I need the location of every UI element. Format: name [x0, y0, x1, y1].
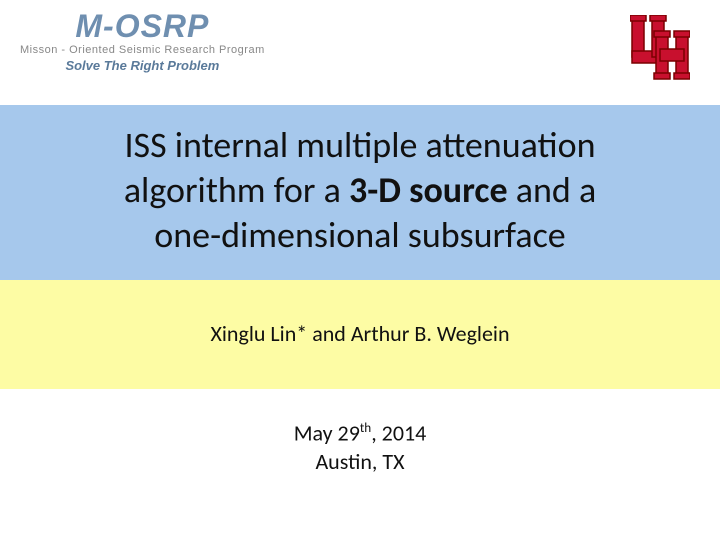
date-post: , 2014: [371, 419, 426, 446]
title-line-2-pre: algorithm for a: [124, 168, 349, 212]
org-tagline-1: Misson - Oriented Seismic Research Progr…: [20, 44, 265, 56]
title-line-1: ISS internal multiple attenuation: [20, 123, 700, 168]
location-text: Austin, TX: [0, 448, 720, 477]
title-band: ISS internal multiple attenuation algori…: [0, 105, 720, 280]
org-name: M-OSRP: [75, 10, 209, 42]
date-text: May 29th, 2014: [0, 419, 720, 448]
title-line-2-post: and a: [508, 168, 597, 212]
uh-logo-icon: [630, 15, 690, 80]
date-suffix: th: [360, 419, 371, 436]
authors-text: Xinglu Lin* and Arthur B. Weglein: [20, 320, 700, 347]
header: M-OSRP Misson - Oriented Seismic Researc…: [0, 0, 720, 105]
title-line-2-bold: 3-D source: [349, 168, 508, 212]
authors-band: Xinglu Lin* and Arthur B. Weglein: [0, 280, 720, 389]
mosrp-logo: M-OSRP Misson - Oriented Seismic Researc…: [20, 10, 265, 73]
org-tagline-2: Solve The Right Problem: [65, 58, 219, 73]
title-line-2: algorithm for a 3-D source and a: [20, 168, 700, 213]
title-line-3: one-dimensional subsurface: [20, 213, 700, 258]
date-pre: May 29: [294, 419, 360, 446]
footer: May 29th, 2014 Austin, TX: [0, 389, 720, 477]
